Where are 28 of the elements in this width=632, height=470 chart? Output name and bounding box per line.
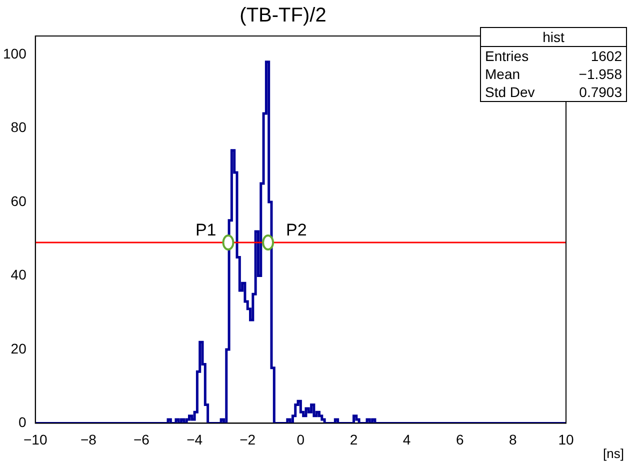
annotation: P1 [195,220,216,240]
text: −1.958 [578,66,622,82]
annotation: Std Dev [485,84,535,100]
x-tick-label: 0 [296,431,305,448]
text: 1602 [590,48,622,64]
x-tick-label: −2 [240,431,256,448]
annotation: Mean [485,66,520,82]
y-tick-label: 0 [18,414,27,430]
y-tick-label: 80 [10,119,27,136]
x-tick-label: −4 [186,431,203,448]
y-tick-label: 100 [3,45,27,62]
x-tick-label: 6 [456,431,464,448]
x-tick-label: 4 [402,431,411,448]
x-axis-title: [ns] [603,446,624,461]
y-tick-label: 60 [10,192,27,209]
annotation: Entries [485,48,529,64]
y-tick-label: 40 [10,266,27,283]
text: 0.7903 [579,84,622,100]
chart-title: (TB-TF)/2 [240,4,326,27]
x-tick-label: −6 [134,431,150,448]
annotation: P2 [286,220,307,240]
annotation: hist [481,28,626,47]
y-tick-label: 20 [10,340,27,356]
x-tick-label: −8 [80,431,97,448]
x-tick-label: −10 [23,431,48,448]
x-tick-label: 2 [350,431,358,448]
x-tick-label: 10 [558,431,574,448]
x-tick-label: 8 [509,431,518,448]
